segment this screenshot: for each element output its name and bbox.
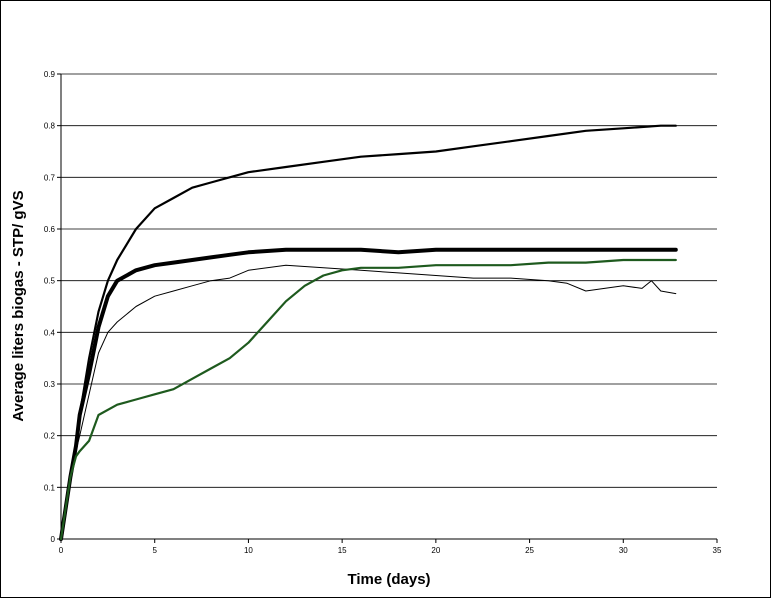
x-tick-label: 30 [619, 546, 628, 555]
y-tick-label: 0.5 [44, 277, 56, 286]
series-line-2 [59, 247, 678, 541]
y-tick-label: 0.2 [44, 432, 56, 441]
x-axis-title: Time (days) [347, 571, 430, 588]
y-axis-title: Average liters biogas - STP/ gVS [10, 190, 27, 421]
y-tick-label: 0 [51, 535, 56, 544]
x-tick-label: 10 [244, 546, 253, 555]
x-tick-label: 20 [431, 546, 440, 555]
y-tick-label: 0.1 [44, 483, 56, 492]
tick-labels: 0 0.1 0.2 0.3 0.4 0.5 0.6 0.7 0.8 0.9 0 5 10 15 20 25 30… [44, 70, 722, 555]
y-tick-label: 0.3 [44, 380, 56, 389]
y-tick-label: 0.8 [44, 122, 56, 131]
series-line-3 [60, 264, 677, 540]
y-tick-label: 0.6 [44, 225, 56, 234]
series-line-4 [59, 258, 677, 541]
y-tick-label: 0.9 [44, 70, 56, 79]
x-tick-label: 15 [338, 546, 347, 555]
x-tick-label: 0 [59, 546, 64, 555]
plot-area [61, 74, 717, 539]
gridlines [61, 73, 717, 488]
x-tick-label: 25 [525, 546, 534, 555]
y-tick-label: 0.4 [44, 328, 56, 337]
x-tick-label: 35 [713, 546, 722, 555]
x-tick-label: 5 [152, 546, 157, 555]
y-tick-label: 0.7 [44, 173, 56, 182]
series-group [59, 124, 678, 541]
